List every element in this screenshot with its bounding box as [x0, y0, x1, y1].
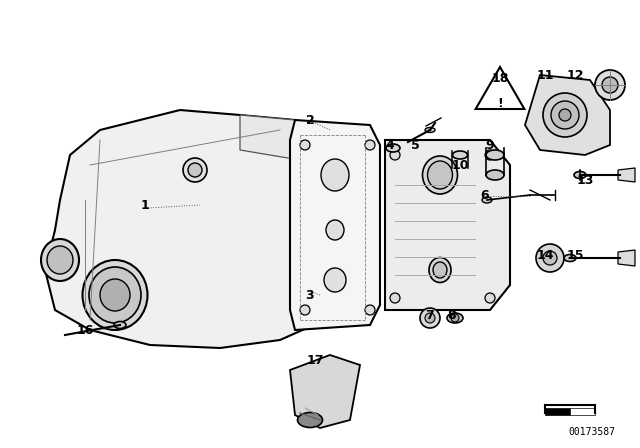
Circle shape [602, 77, 618, 93]
Circle shape [559, 109, 571, 121]
Ellipse shape [564, 254, 576, 262]
Text: 8: 8 [448, 309, 456, 322]
Polygon shape [240, 115, 330, 165]
Circle shape [183, 158, 207, 182]
Circle shape [390, 150, 400, 160]
Circle shape [543, 251, 557, 265]
Ellipse shape [428, 161, 452, 189]
Text: 9: 9 [486, 138, 494, 151]
Ellipse shape [47, 246, 73, 274]
Polygon shape [570, 408, 595, 415]
Ellipse shape [298, 413, 323, 427]
Circle shape [365, 140, 375, 150]
Ellipse shape [41, 239, 79, 281]
Ellipse shape [422, 156, 458, 194]
Ellipse shape [83, 260, 147, 330]
Text: 15: 15 [566, 249, 584, 262]
Polygon shape [545, 408, 570, 415]
Text: 3: 3 [306, 289, 314, 302]
Polygon shape [618, 250, 635, 266]
Circle shape [485, 293, 495, 303]
Polygon shape [45, 110, 340, 348]
Circle shape [300, 140, 310, 150]
Text: 4: 4 [386, 138, 394, 151]
Text: 00173587: 00173587 [568, 427, 616, 437]
Circle shape [365, 305, 375, 315]
Circle shape [543, 93, 587, 137]
Ellipse shape [452, 151, 467, 159]
Text: 5: 5 [411, 138, 419, 151]
Text: 7: 7 [426, 309, 435, 322]
Text: 11: 11 [536, 69, 554, 82]
Ellipse shape [425, 128, 435, 133]
Circle shape [536, 244, 564, 272]
Circle shape [485, 150, 495, 160]
Ellipse shape [433, 262, 447, 278]
Circle shape [451, 314, 459, 322]
Text: !: ! [497, 96, 503, 109]
Text: 2: 2 [306, 113, 314, 126]
Polygon shape [525, 75, 610, 155]
Ellipse shape [100, 279, 130, 311]
Text: 1: 1 [141, 198, 149, 211]
Text: 12: 12 [566, 69, 584, 82]
Polygon shape [290, 120, 380, 330]
Ellipse shape [386, 144, 400, 152]
Text: 10: 10 [451, 159, 468, 172]
Ellipse shape [486, 170, 504, 180]
Ellipse shape [482, 197, 492, 203]
Ellipse shape [89, 267, 141, 323]
Text: 18: 18 [492, 72, 509, 85]
Polygon shape [385, 140, 510, 310]
Circle shape [420, 308, 440, 328]
Circle shape [300, 305, 310, 315]
Polygon shape [476, 67, 524, 109]
Text: 16: 16 [76, 323, 93, 336]
Text: 17: 17 [307, 353, 324, 366]
Text: 6: 6 [481, 189, 490, 202]
Ellipse shape [326, 220, 344, 240]
Ellipse shape [574, 172, 586, 178]
Circle shape [425, 313, 435, 323]
Ellipse shape [429, 258, 451, 283]
Circle shape [188, 163, 202, 177]
Text: 13: 13 [576, 173, 594, 186]
Polygon shape [290, 355, 360, 428]
Text: 14: 14 [536, 249, 554, 262]
Circle shape [551, 101, 579, 129]
Ellipse shape [486, 150, 504, 160]
Circle shape [595, 70, 625, 100]
Ellipse shape [321, 159, 349, 191]
Polygon shape [618, 168, 635, 182]
Ellipse shape [114, 322, 126, 328]
Ellipse shape [447, 313, 463, 323]
Ellipse shape [324, 268, 346, 292]
Circle shape [390, 293, 400, 303]
